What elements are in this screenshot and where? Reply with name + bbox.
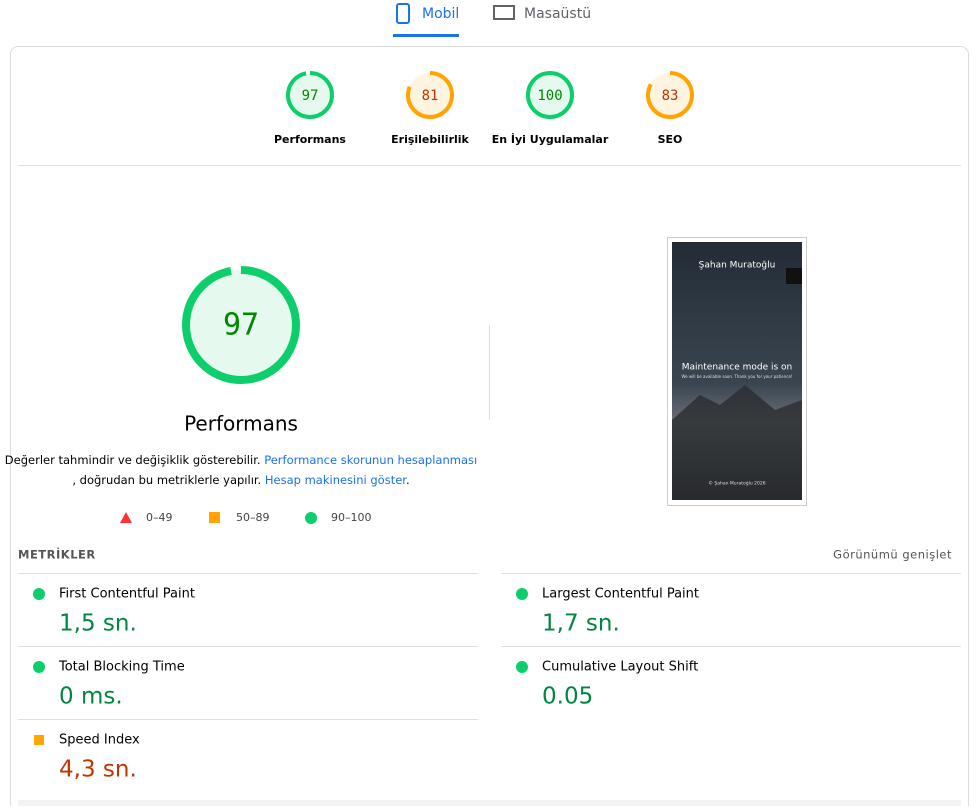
tab-indicator [393, 34, 459, 37]
gauge-arc [182, 266, 300, 384]
metric-icon [34, 735, 44, 745]
metric-name: First Contentful Paint [59, 587, 195, 602]
card [10, 46, 969, 810]
footer-bar [18, 800, 961, 806]
metric-value: 4,3 sn. [59, 757, 137, 783]
gauge-arc [526, 71, 574, 119]
gauge-arc [646, 71, 694, 119]
gauge-score: 83 [662, 88, 679, 104]
gauge-score: 100 [537, 88, 562, 104]
gauge-arc [286, 71, 334, 119]
legend-icon [209, 512, 220, 523]
preview-footer: © Şahan Muratoğlu 2026 [708, 480, 765, 487]
text: Değerler tahmindir ve değişiklik göstere… [5, 453, 261, 467]
gauge-bg [288, 73, 332, 117]
preview-title: Şahan Muratoğlu [699, 261, 776, 271]
metric-value: 0 ms. [59, 684, 123, 710]
metric-name: Largest Contentful Paint [542, 587, 699, 602]
text: , doğrudan bu metriklerle yapılır. [72, 473, 261, 487]
metric-name: Speed Index [59, 733, 140, 748]
metric-value: 1,5 sn. [59, 611, 137, 637]
legend-icon [305, 512, 317, 524]
gauge-label: Performans [274, 133, 346, 146]
lock-icon [786, 268, 802, 284]
gauge-label: Erişilebilirlik [391, 133, 469, 146]
gauge-bg [528, 73, 572, 117]
text: . [406, 473, 410, 487]
legend-label: 50–89 [236, 511, 270, 524]
metric-value: 0.05 [542, 684, 593, 710]
description: Değerler tahmindir ve değişiklik göstere… [5, 453, 477, 467]
metric-icon [516, 661, 528, 673]
metric-icon [33, 588, 45, 600]
preview-heading: Maintenance mode is on [682, 363, 792, 373]
metrics-title: METRİKLER [18, 547, 96, 562]
metric-name: Total Blocking Time [58, 660, 185, 675]
gauge-score: 81 [422, 88, 439, 104]
gauge-score: 97 [223, 308, 259, 343]
tab[interactable]: Mobil [422, 6, 459, 22]
gauge-bg [186, 270, 296, 380]
legend-icon [120, 512, 132, 523]
preview-text: We will be available soon. Thank you for… [681, 374, 792, 379]
gauge-label: SEO [658, 133, 683, 146]
mountains [672, 385, 802, 500]
metric-icon [516, 588, 528, 600]
link[interactable]: Hesap makinesini göster [265, 473, 407, 487]
expand-link[interactable]: Görünümü genişlet [833, 548, 952, 562]
gauge-arc [406, 71, 454, 119]
legend-label: 0–49 [146, 511, 173, 524]
gauge-bg [648, 73, 692, 117]
metric-name: Cumulative Layout Shift [542, 660, 698, 675]
metric-icon [33, 661, 45, 673]
main-label: Performans [184, 412, 298, 436]
gauge-bg [408, 73, 452, 117]
tab[interactable]: Masaüstü [524, 6, 591, 22]
gauge-label: En İyi Uygulamalar [492, 132, 609, 146]
gauge-score: 97 [302, 88, 319, 104]
description: , doğrudan bu metriklerle yapılır. Hesap… [72, 473, 409, 487]
legend-label: 90–100 [331, 511, 372, 524]
desktop-icon [493, 5, 515, 20]
metric-value: 1,7 sn. [542, 611, 620, 637]
link[interactable]: Performance skorunun hesaplanması [264, 453, 477, 467]
mobile-icon [396, 3, 410, 24]
